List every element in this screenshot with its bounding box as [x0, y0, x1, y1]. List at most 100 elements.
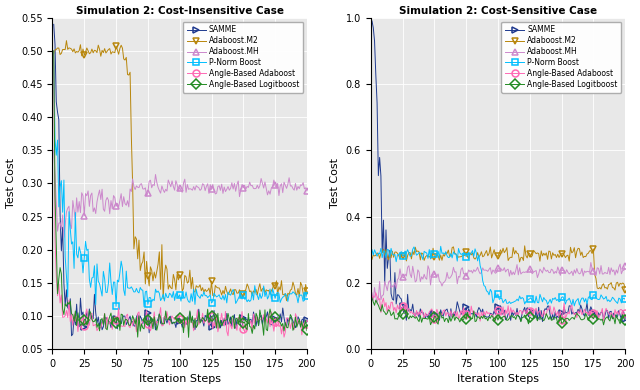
Angle-Based Adaboost	[303, 322, 311, 327]
Angle-Based Adaboost	[283, 316, 291, 321]
Line: SAMME: SAMME	[51, 21, 310, 339]
Angle-Based Logitboost	[292, 315, 300, 319]
P-Norm Boost	[611, 298, 619, 303]
Adaboost.M2	[415, 250, 423, 254]
P-Norm Boost	[415, 250, 423, 255]
Angle-Based Logitboost	[117, 312, 125, 317]
Line: Adaboost.M2: Adaboost.M2	[369, 242, 628, 294]
Line: Angle-Based Adaboost: Angle-Based Adaboost	[369, 289, 628, 324]
Legend: SAMME, Adaboost.M2, Adaboost.MH, P-Norm Boost, Angle-Based Adaboost, Angle-Based: SAMME, Adaboost.M2, Adaboost.MH, P-Norm …	[183, 21, 303, 93]
Line: SAMME: SAMME	[369, 18, 628, 325]
Adaboost.M2	[60, 47, 68, 52]
P-Norm Boost	[60, 178, 68, 183]
Angle-Based Adaboost	[476, 319, 484, 323]
P-Norm Boost	[50, 48, 58, 53]
P-Norm Boost	[292, 292, 300, 297]
Adaboost.M2	[621, 287, 629, 292]
Angle-Based Adaboost	[60, 315, 68, 319]
P-Norm Boost	[97, 287, 105, 292]
Angle-Based Adaboost	[602, 306, 610, 311]
Adaboost.M2	[67, 46, 74, 51]
Adaboost.MH	[50, 148, 58, 152]
Adaboost.M2	[611, 288, 619, 292]
Angle-Based Adaboost	[417, 313, 424, 317]
Adaboost.MH	[292, 181, 300, 186]
Angle-Based Adaboost	[372, 290, 380, 295]
SAMME	[50, 22, 58, 27]
SAMME	[65, 307, 73, 312]
P-Norm Boost	[65, 209, 73, 214]
X-axis label: Iteration Steps: Iteration Steps	[139, 374, 221, 385]
P-Norm Boost	[117, 259, 125, 264]
Line: Adaboost.M2: Adaboost.M2	[51, 37, 310, 304]
P-Norm Boost	[140, 304, 148, 309]
P-Norm Boost	[436, 256, 444, 261]
Adaboost.MH	[60, 235, 68, 240]
Angle-Based Adaboost	[380, 296, 387, 301]
SAMME	[60, 281, 68, 286]
Angle-Based Adaboost	[368, 294, 376, 298]
Adaboost.M2	[436, 258, 444, 262]
SAMME	[68, 333, 76, 338]
Adaboost.M2	[293, 292, 301, 297]
Angle-Based Adaboost	[437, 311, 445, 316]
Adaboost.MH	[437, 280, 445, 285]
SAMME	[99, 328, 106, 332]
Adaboost.M2	[368, 257, 376, 262]
Angle-Based Adaboost	[97, 325, 105, 330]
P-Norm Boost	[368, 247, 376, 252]
SAMME	[601, 313, 609, 318]
SAMME	[621, 317, 629, 321]
Adaboost.MH	[602, 271, 610, 275]
Adaboost.M2	[50, 51, 58, 56]
SAMME	[436, 318, 444, 323]
Angle-Based Adaboost	[385, 303, 392, 308]
Angle-Based Adaboost	[50, 48, 58, 53]
Angle-Based Logitboost	[415, 319, 423, 324]
Adaboost.MH	[303, 188, 311, 193]
Angle-Based Adaboost	[117, 323, 125, 328]
SAMME	[292, 325, 300, 330]
Angle-Based Logitboost	[60, 312, 68, 317]
Angle-Based Logitboost	[303, 328, 311, 333]
Adaboost.MH	[99, 187, 106, 191]
Line: Adaboost.MH: Adaboost.MH	[51, 147, 310, 241]
Adaboost.MH	[611, 273, 619, 277]
SAMME	[415, 315, 423, 319]
P-Norm Boost	[383, 247, 391, 252]
Line: Angle-Based Logitboost: Angle-Based Logitboost	[369, 294, 628, 328]
P-Norm Boost	[303, 294, 311, 299]
Adaboost.M2	[610, 285, 618, 290]
Angle-Based Logitboost	[600, 323, 607, 327]
P-Norm Boost	[570, 303, 578, 308]
Angle-Based Logitboost	[283, 325, 291, 330]
Line: Angle-Based Logitboost: Angle-Based Logitboost	[51, 48, 310, 341]
Adaboost.M2	[303, 289, 311, 294]
Angle-Based Logitboost	[97, 317, 105, 322]
Angle-Based Logitboost	[65, 302, 73, 307]
Adaboost.M2	[283, 298, 291, 303]
Y-axis label: Test Cost: Test Cost	[6, 158, 15, 208]
Adaboost.MH	[118, 204, 126, 209]
Angle-Based Adaboost	[621, 311, 629, 316]
Adaboost.MH	[67, 222, 74, 227]
Adaboost.M2	[284, 291, 292, 296]
Line: P-Norm Boost: P-Norm Boost	[51, 48, 310, 310]
SAMME	[368, 19, 376, 23]
Adaboost.MH	[61, 223, 69, 227]
Angle-Based Adaboost	[280, 335, 288, 339]
P-Norm Boost	[378, 255, 386, 260]
Y-axis label: Test Cost: Test Cost	[330, 158, 340, 208]
Angle-Based Logitboost	[383, 311, 391, 316]
Angle-Based Logitboost	[601, 317, 609, 322]
Adaboost.MH	[587, 260, 595, 265]
Angle-Based Logitboost	[50, 48, 58, 53]
Title: Simulation 2: Cost-Sensitive Case: Simulation 2: Cost-Sensitive Case	[399, 5, 597, 16]
Adaboost.MH	[373, 300, 381, 305]
Angle-Based Adaboost	[292, 311, 300, 316]
Legend: SAMME, Adaboost.M2, Adaboost.MH, P-Norm Boost, Angle-Based Adaboost, Angle-Based: SAMME, Adaboost.M2, Adaboost.MH, P-Norm …	[501, 21, 621, 93]
Angle-Based Logitboost	[610, 315, 618, 320]
Angle-Based Logitboost	[368, 296, 376, 300]
SAMME	[303, 318, 311, 323]
Adaboost.M2	[118, 46, 126, 50]
